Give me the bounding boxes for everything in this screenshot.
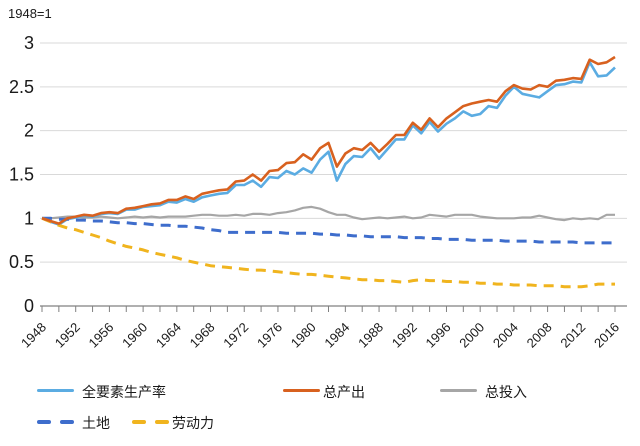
- series-line-3: [42, 216, 615, 245]
- series-line-4: [41, 216, 615, 289]
- series-line-1: [41, 55, 616, 225]
- legend-label-output: 总产出: [323, 384, 365, 400]
- y-tick-label: 1: [24, 208, 34, 228]
- x-tick-label: 2016: [591, 320, 622, 351]
- axis-unit-note: 1948=1: [8, 6, 52, 21]
- x-tick-label: 1948: [18, 320, 49, 351]
- x-tick-label: 1964: [153, 320, 184, 351]
- x-tick-label: 1976: [254, 320, 285, 351]
- x-tick-label: 2012: [557, 320, 588, 351]
- x-tick-label: 1952: [52, 320, 83, 351]
- x-tick-label: 1956: [85, 320, 116, 351]
- x-tick-label: 2008: [524, 320, 555, 351]
- legend-label-input: 总投入: [485, 384, 527, 400]
- legend-label-labor: 劳动力: [172, 415, 214, 431]
- legend-line-land: [37, 420, 74, 424]
- y-tick-label: 3: [24, 33, 34, 53]
- x-tick-label: 1980: [288, 320, 319, 351]
- y-tick-label: 1.5: [9, 165, 34, 185]
- y-tick-label: 0: [24, 296, 34, 316]
- legend-line-labor: [132, 420, 169, 424]
- legend-line-input: [440, 389, 477, 392]
- x-tick-label: 1968: [187, 320, 218, 351]
- legend-label-tfp: 全要素生产率: [82, 384, 166, 400]
- series-line-2: [42, 205, 615, 222]
- x-tick-label: 1996: [423, 320, 454, 351]
- series-line-0: [41, 60, 616, 226]
- legend-line-output: [283, 389, 320, 392]
- x-tick-label: 2004: [490, 320, 521, 351]
- x-tick-label: 1960: [119, 320, 150, 351]
- legend-label-land: 土地: [82, 415, 110, 431]
- y-tick-label: 2.5: [9, 77, 34, 97]
- x-tick-label: 1988: [355, 320, 386, 351]
- y-tick-label: 2: [24, 121, 34, 141]
- x-tick-label: 2000: [456, 320, 487, 351]
- x-tick-label: 1992: [389, 320, 420, 351]
- x-tick-label: 1984: [321, 320, 352, 351]
- y-tick-label: 0.5: [9, 252, 34, 272]
- legend-line-tfp: [37, 389, 74, 392]
- x-tick-label: 1972: [220, 320, 251, 351]
